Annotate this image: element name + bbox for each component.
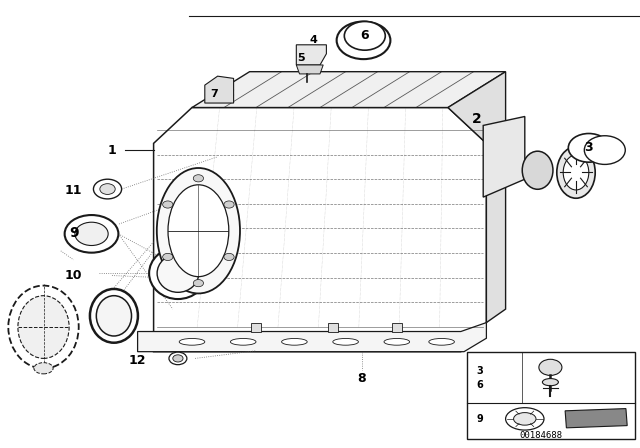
Ellipse shape (179, 339, 205, 345)
Circle shape (568, 134, 609, 162)
Circle shape (193, 280, 204, 287)
Text: 11: 11 (65, 184, 83, 197)
Circle shape (100, 184, 115, 194)
Circle shape (224, 254, 234, 261)
Ellipse shape (282, 339, 307, 345)
Text: 12: 12 (129, 354, 147, 367)
Polygon shape (138, 323, 486, 352)
Circle shape (584, 136, 625, 164)
Ellipse shape (384, 339, 410, 345)
Circle shape (163, 254, 173, 261)
Polygon shape (392, 323, 402, 332)
Polygon shape (205, 76, 234, 103)
Text: 3: 3 (584, 141, 593, 155)
Circle shape (224, 201, 234, 208)
Text: 6: 6 (360, 29, 369, 43)
Text: 6: 6 (477, 380, 484, 390)
Ellipse shape (34, 363, 53, 374)
Ellipse shape (543, 379, 559, 386)
Text: 00184688: 00184688 (519, 431, 563, 440)
Text: 3: 3 (477, 366, 484, 376)
Text: 1: 1 (108, 143, 116, 157)
Bar (467, 352, 635, 439)
Polygon shape (328, 323, 338, 332)
Ellipse shape (429, 339, 454, 345)
Polygon shape (251, 323, 261, 332)
Circle shape (337, 22, 390, 59)
Ellipse shape (18, 296, 69, 358)
Ellipse shape (173, 355, 183, 362)
Ellipse shape (96, 296, 132, 336)
Polygon shape (448, 72, 506, 323)
Polygon shape (565, 409, 627, 428)
Polygon shape (296, 45, 326, 65)
Ellipse shape (169, 352, 187, 365)
Ellipse shape (557, 147, 595, 198)
Text: 5: 5 (297, 53, 305, 63)
Text: 9: 9 (477, 414, 484, 424)
Ellipse shape (149, 247, 207, 299)
Circle shape (75, 222, 108, 246)
Polygon shape (154, 108, 486, 352)
Circle shape (93, 179, 122, 199)
Text: 10: 10 (65, 269, 83, 282)
Circle shape (344, 22, 385, 50)
Text: 9: 9 (68, 226, 79, 240)
Ellipse shape (157, 168, 240, 293)
Circle shape (163, 201, 173, 208)
Text: 2: 2 (472, 112, 482, 126)
Ellipse shape (8, 286, 79, 368)
Polygon shape (483, 116, 525, 197)
Ellipse shape (506, 408, 544, 430)
Ellipse shape (513, 413, 536, 425)
Circle shape (65, 215, 118, 253)
Ellipse shape (168, 185, 229, 276)
Polygon shape (192, 72, 506, 108)
Text: 7: 7 (211, 89, 218, 99)
Ellipse shape (563, 155, 589, 190)
Ellipse shape (157, 254, 199, 293)
Ellipse shape (230, 339, 256, 345)
Circle shape (539, 359, 562, 375)
Text: 4: 4 (310, 35, 317, 45)
Ellipse shape (333, 339, 358, 345)
Polygon shape (296, 65, 323, 74)
Ellipse shape (522, 151, 553, 190)
Ellipse shape (90, 289, 138, 343)
Text: 8: 8 (357, 372, 366, 385)
Circle shape (193, 175, 204, 182)
